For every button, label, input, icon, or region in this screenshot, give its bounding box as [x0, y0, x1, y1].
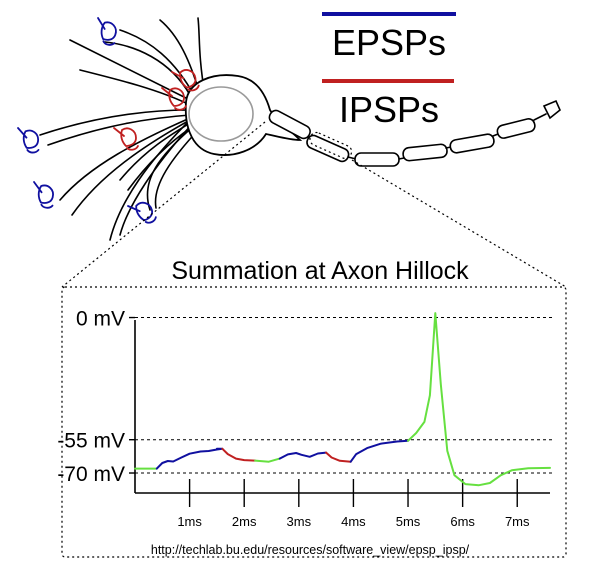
synaptic-bouton — [97, 17, 117, 41]
synaptic-bouton — [113, 127, 137, 147]
excitatory-synapse — [17, 127, 40, 154]
zoom-line-right — [351, 159, 567, 288]
x-tick-label: 4ms — [341, 514, 366, 529]
node-of-ranvier — [492, 133, 499, 137]
y-tick-label: -55 mV — [57, 430, 125, 453]
myelin-segment — [402, 143, 448, 162]
excitatory-synapse — [97, 17, 117, 46]
legend-epsp-label: EPSPs — [332, 22, 446, 63]
graph-title: Summation at Axon Hillock — [171, 257, 469, 285]
neuron-illustration — [39, 17, 561, 241]
synaptic-cleft — [174, 105, 187, 111]
dendrite — [69, 39, 191, 106]
excitatory-synapse — [33, 181, 54, 209]
membrane-potential-chart: 0 mV -55 mV -70 mV 1ms 2ms 3ms 4ms 5ms 6ms 7ms — [57, 308, 553, 529]
synaptic-cleft — [102, 40, 116, 46]
axon-terminal-stalk — [533, 113, 547, 121]
synaptic-bouton — [127, 201, 154, 222]
zoom-callout — [61, 121, 567, 288]
inhibitory-synapse — [113, 127, 139, 151]
epsp-trace-segment — [349, 439, 409, 463]
summed-potential-segment — [407, 312, 551, 487]
x-tick-label: 7ms — [505, 514, 530, 529]
synaptic-bouton — [17, 127, 39, 149]
soma — [184, 74, 303, 156]
axon-hillock-highlight — [309, 131, 353, 160]
inhibitory-synapse — [161, 87, 187, 111]
synaptic-bouton — [161, 87, 185, 107]
axon-terminal — [542, 99, 561, 120]
synaptic-cleft — [40, 203, 54, 209]
myelin-segment — [354, 152, 400, 167]
dendrite — [39, 109, 191, 146]
x-tick-label: 6ms — [450, 514, 475, 529]
myelin-segment — [496, 118, 536, 139]
synapses — [17, 17, 200, 224]
source-url: http://techlab.bu.edu/resources/software… — [151, 543, 470, 557]
ipsp-trace-segment — [221, 447, 257, 462]
myelin-segment — [306, 134, 350, 163]
synaptic-cleft — [187, 84, 200, 92]
myelin-segment — [268, 109, 311, 140]
dendrite — [109, 119, 194, 241]
x-tick-label: 5ms — [396, 514, 421, 529]
myelin-segment — [449, 133, 495, 154]
x-tick-label: 2ms — [232, 514, 257, 529]
legend-ipsp-label: IPSPs — [339, 89, 439, 130]
ipsp-trace-segment — [325, 451, 352, 463]
dendrite — [59, 117, 191, 216]
axon — [268, 99, 561, 167]
summed-potential-segment — [254, 457, 281, 463]
x-tick-label: 3ms — [287, 514, 312, 529]
y-tick-label: 0 mV — [76, 308, 125, 331]
synaptic-bouton — [33, 181, 54, 204]
graph-frame — [61, 286, 567, 558]
synaptic-bouton — [171, 69, 197, 89]
nucleus — [188, 86, 254, 142]
synaptic-cleft — [126, 145, 139, 151]
y-tick-label: -70 mV — [57, 463, 125, 486]
legend: EPSPs IPSPs — [322, 12, 456, 130]
inhibitory-synapse — [171, 69, 200, 92]
synaptic-cleft — [144, 216, 157, 224]
epsp-trace-segment — [278, 451, 328, 460]
synaptic-cleft — [26, 148, 40, 154]
epsp-trace-segment — [155, 447, 224, 470]
zoom-line-left — [61, 121, 266, 288]
x-tick-label: 1ms — [177, 514, 202, 529]
excitatory-synapse — [127, 201, 157, 224]
node-of-ranvier — [398, 157, 405, 160]
